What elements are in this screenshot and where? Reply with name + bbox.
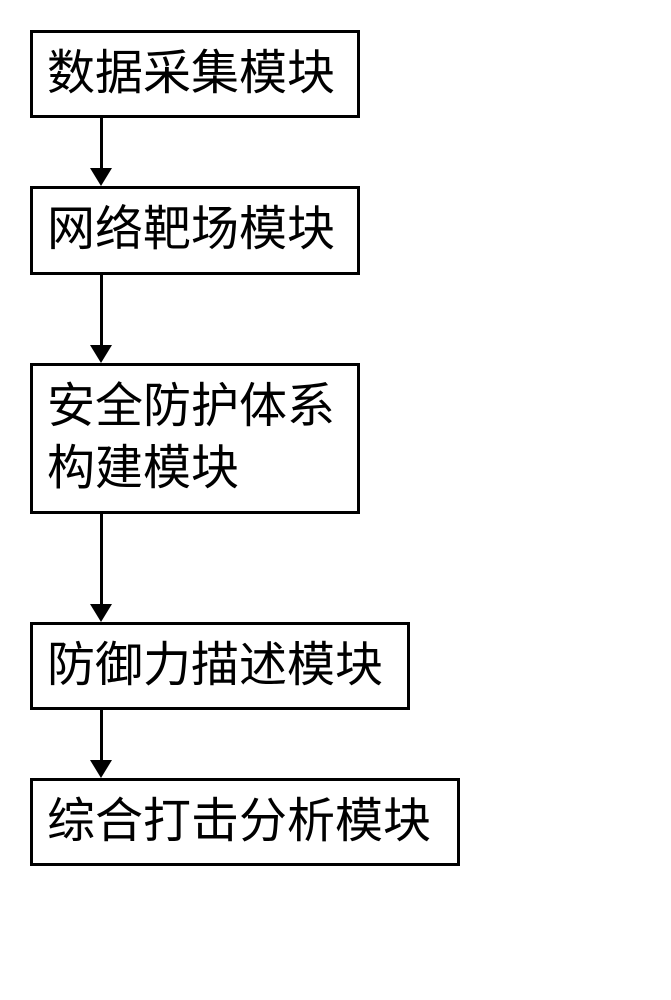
flowchart-node: 安全防护体系 构建模块 — [30, 363, 360, 514]
arrow-icon — [90, 514, 112, 622]
node-label: 综合打击分析模块 — [47, 791, 443, 853]
node-label: 网络靶场模块 — [47, 199, 343, 261]
flowchart-edge — [30, 275, 460, 363]
flowchart-node: 综合打击分析模块 — [30, 778, 460, 866]
arrow-icon — [90, 710, 112, 778]
node-label: 数据采集模块 — [47, 43, 343, 105]
flowchart-node: 网络靶场模块 — [30, 186, 360, 274]
node-label: 安全防护体系 构建模块 — [47, 376, 343, 501]
flowchart-edge — [30, 118, 460, 186]
node-label: 防御力描述模块 — [47, 635, 393, 697]
flowchart-node: 防御力描述模块 — [30, 622, 410, 710]
flowchart-container: 数据采集模块 网络靶场模块 安全防护体系 构建模块 防御力描述模块 — [30, 30, 460, 866]
flowchart-node: 数据采集模块 — [30, 30, 360, 118]
flowchart-edge — [30, 514, 460, 622]
arrow-icon — [90, 118, 112, 186]
arrow-icon — [90, 275, 112, 363]
flowchart-edge — [30, 710, 460, 778]
